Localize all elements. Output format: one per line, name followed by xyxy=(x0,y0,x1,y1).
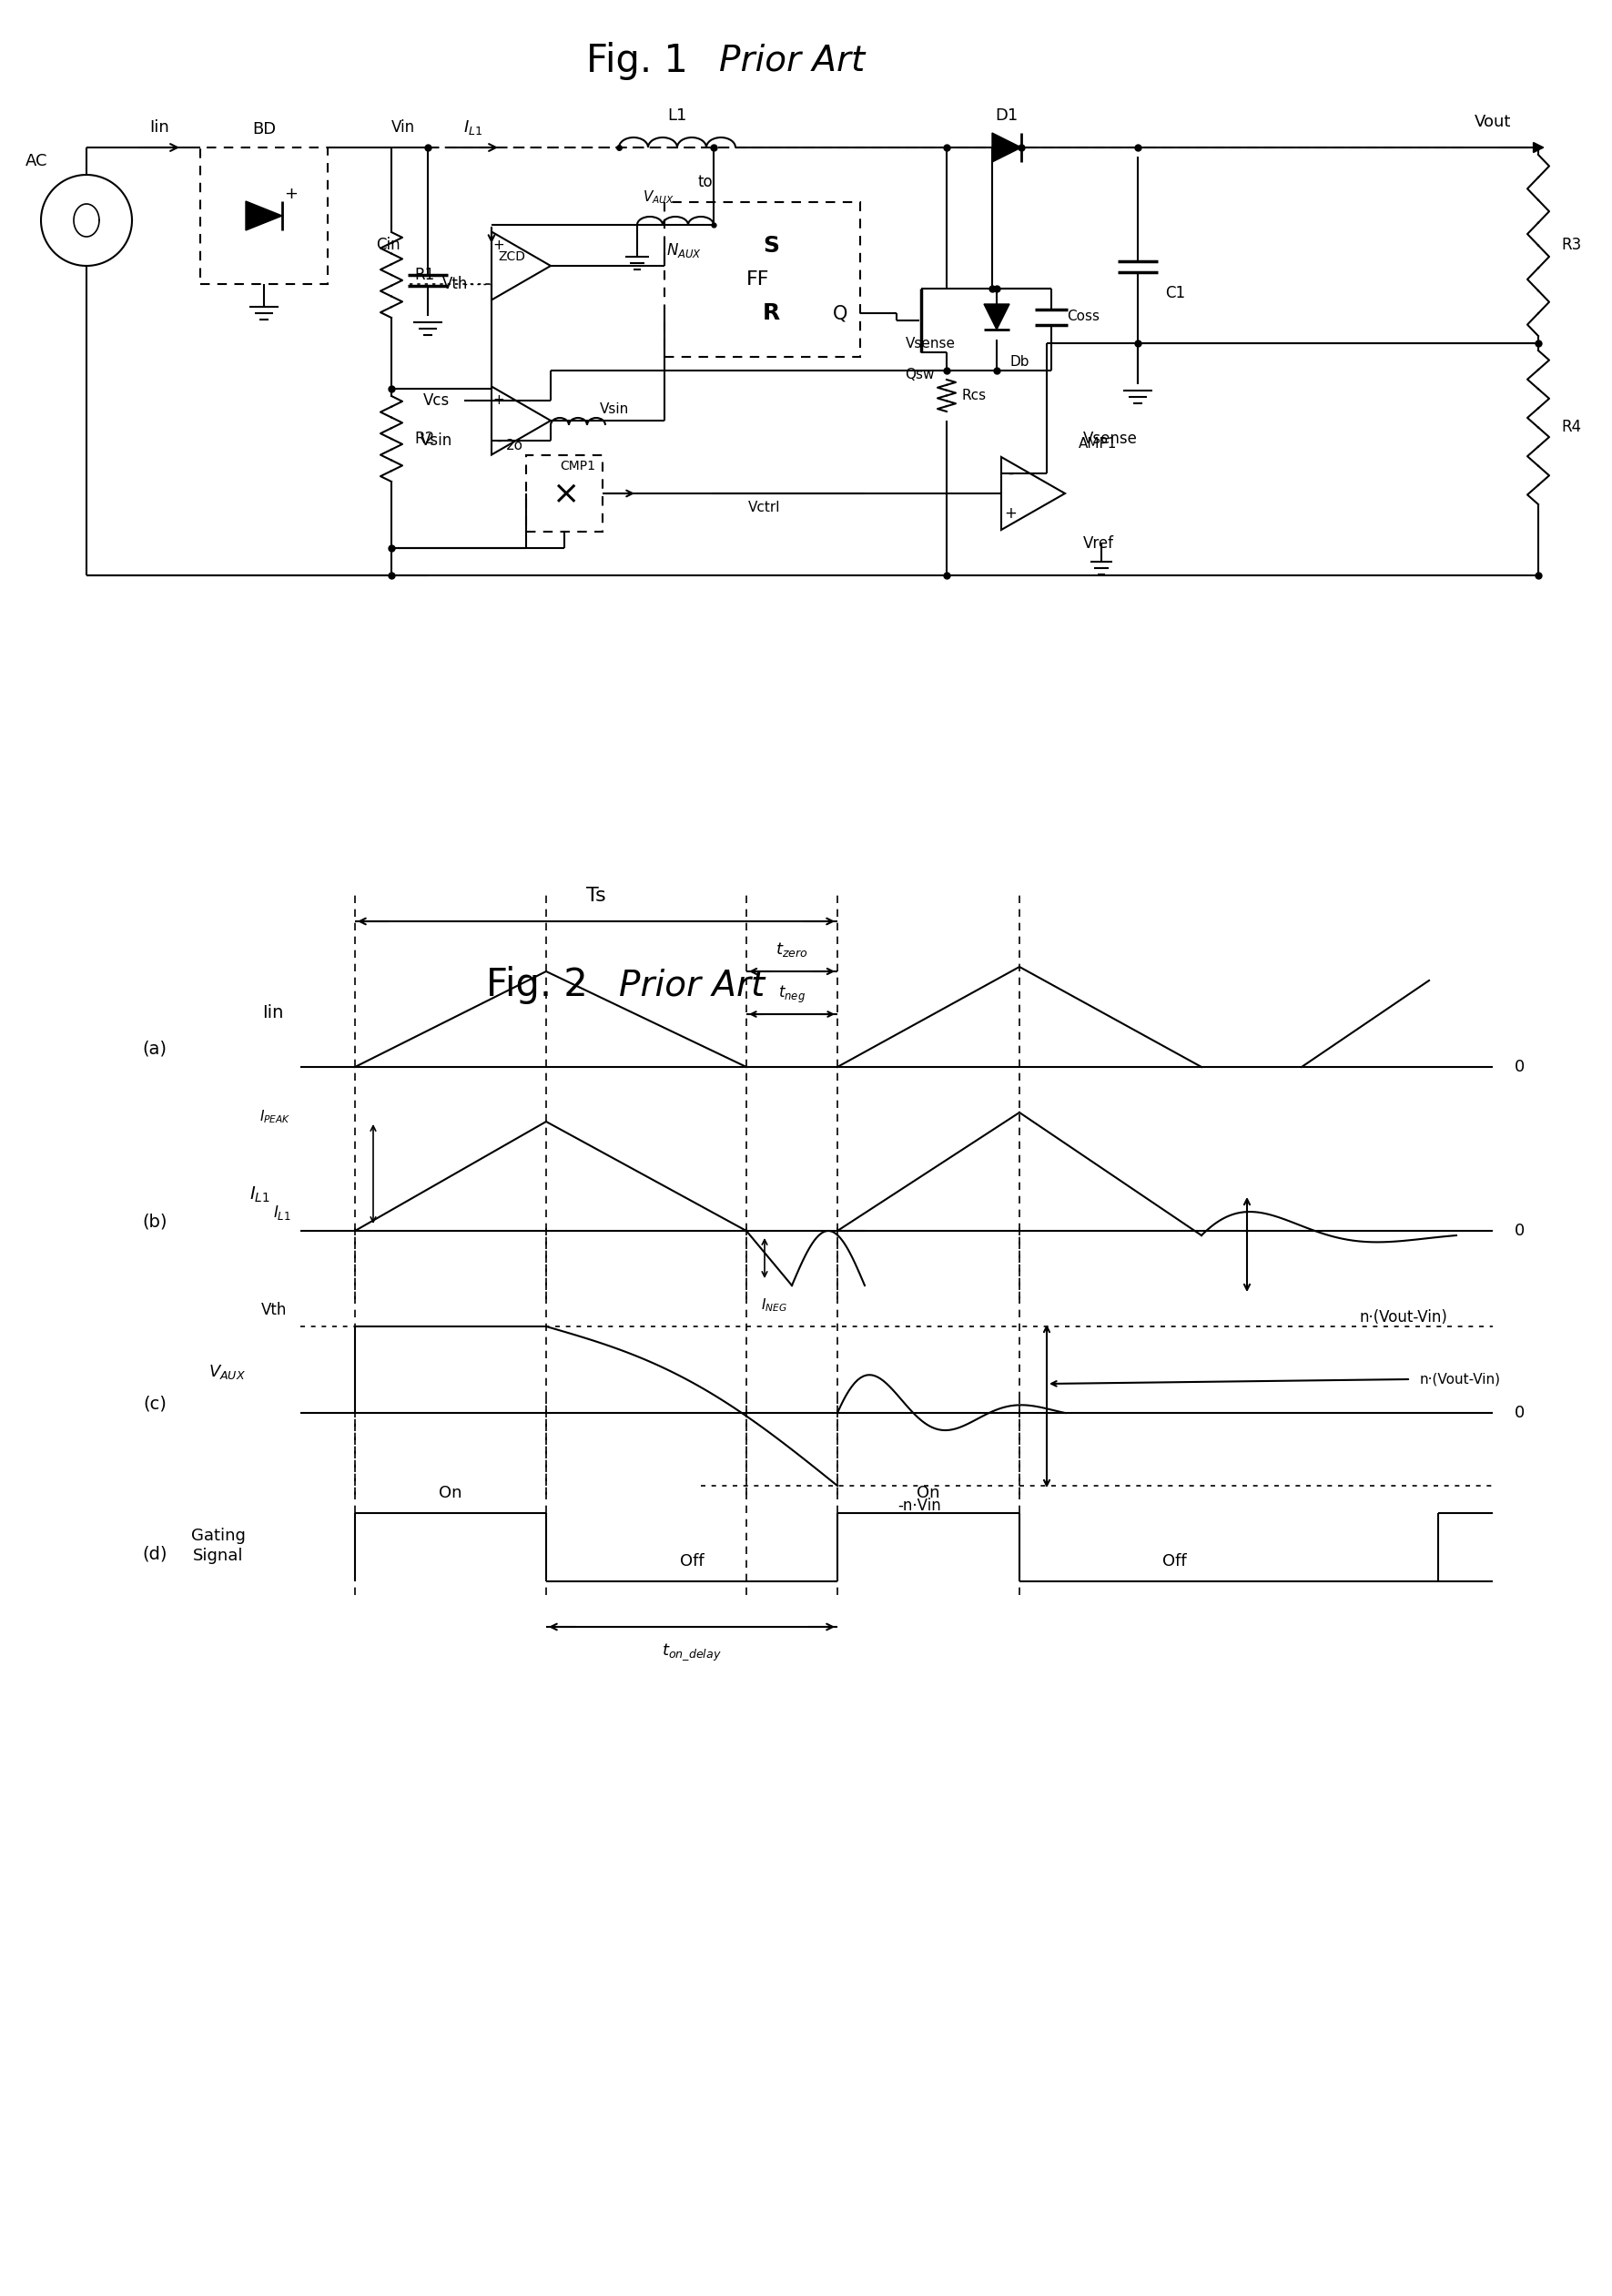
Bar xyxy=(526,455,603,533)
Text: 0: 0 xyxy=(1515,1224,1525,1240)
Text: (a): (a) xyxy=(142,1040,168,1058)
Text: CMP1: CMP1 xyxy=(559,459,595,473)
Text: (c): (c) xyxy=(143,1396,166,1412)
Text: $I_{L1}$: $I_{L1}$ xyxy=(274,1203,292,1221)
Text: $V_{AUX}$: $V_{AUX}$ xyxy=(643,188,675,207)
Text: L1: L1 xyxy=(667,108,687,124)
Text: Vsin: Vsin xyxy=(421,432,453,448)
Text: Vth: Vth xyxy=(442,276,467,292)
Text: Off: Off xyxy=(680,1552,704,1570)
Text: Ts: Ts xyxy=(587,886,606,905)
Text: $V_{AUX}$: $V_{AUX}$ xyxy=(208,1364,245,1382)
Text: R3: R3 xyxy=(1560,236,1581,253)
Text: Q: Q xyxy=(833,305,848,324)
Text: -n·Vin: -n·Vin xyxy=(898,1497,941,1513)
Text: -: - xyxy=(496,434,501,448)
Bar xyxy=(200,147,327,285)
Text: AMP1: AMP1 xyxy=(1078,436,1117,450)
Text: On: On xyxy=(917,1486,940,1502)
Text: +: + xyxy=(284,186,298,202)
Text: Db: Db xyxy=(1009,354,1028,367)
Text: Vout: Vout xyxy=(1475,115,1510,131)
Text: $\times$: $\times$ xyxy=(551,478,577,510)
Text: Cin: Cin xyxy=(376,236,400,253)
Text: D1: D1 xyxy=(995,108,1019,124)
Text: $t_{neg}$: $t_{neg}$ xyxy=(779,983,806,1006)
Text: Qsw: Qsw xyxy=(904,367,933,381)
Text: Fig. 1: Fig. 1 xyxy=(587,41,688,80)
Text: R4: R4 xyxy=(1560,420,1581,436)
Text: Off: Off xyxy=(1162,1552,1186,1570)
Text: +: + xyxy=(1004,505,1017,521)
Polygon shape xyxy=(983,303,1009,331)
Text: Rcs: Rcs xyxy=(962,388,987,402)
Text: R1: R1 xyxy=(414,266,434,282)
Text: (d): (d) xyxy=(142,1545,168,1564)
Text: Vsense: Vsense xyxy=(1083,432,1138,448)
Text: n·(Vout-Vin): n·(Vout-Vin) xyxy=(1420,1373,1501,1387)
Text: $I_{L1}$: $I_{L1}$ xyxy=(250,1185,269,1203)
Text: On: On xyxy=(438,1486,463,1502)
Text: $I_{PEAK}$: $I_{PEAK}$ xyxy=(260,1109,292,1125)
Text: Vsin: Vsin xyxy=(600,402,629,416)
Text: FF: FF xyxy=(746,271,769,289)
Text: AC: AC xyxy=(26,154,48,170)
Bar xyxy=(664,202,861,356)
Text: Vref: Vref xyxy=(1083,535,1114,551)
Text: to: to xyxy=(698,174,713,191)
Text: $I_{L1}$: $I_{L1}$ xyxy=(464,119,484,135)
Text: C1: C1 xyxy=(1165,285,1185,301)
Text: Gating: Gating xyxy=(192,1527,245,1543)
Text: R: R xyxy=(762,303,780,324)
Text: Vctrl: Vctrl xyxy=(748,501,780,514)
Text: Vsense: Vsense xyxy=(906,338,956,349)
Text: Vth: Vth xyxy=(261,1302,287,1318)
Text: R2: R2 xyxy=(414,432,434,448)
Polygon shape xyxy=(245,202,282,230)
Text: Prior Art: Prior Art xyxy=(619,967,764,1003)
Text: Prior Art: Prior Art xyxy=(719,44,864,78)
Text: +: + xyxy=(493,393,505,406)
Text: Iin: Iin xyxy=(263,1003,284,1022)
Text: Vin: Vin xyxy=(392,119,416,135)
Text: Fig. 2: Fig. 2 xyxy=(487,967,588,1003)
Text: BD: BD xyxy=(251,122,276,138)
Text: Signal: Signal xyxy=(193,1548,243,1564)
Text: 0: 0 xyxy=(1515,1058,1525,1075)
Text: -: - xyxy=(1008,466,1012,482)
Text: Vcs: Vcs xyxy=(424,393,450,409)
Text: n·(Vout-Vin): n·(Vout-Vin) xyxy=(1359,1309,1448,1325)
Text: $t_{on\_delay}$: $t_{on\_delay}$ xyxy=(663,1642,722,1662)
Text: 0: 0 xyxy=(1515,1405,1525,1421)
Text: +: + xyxy=(493,239,505,253)
Text: (b): (b) xyxy=(142,1212,168,1231)
Text: Iin: Iin xyxy=(150,119,169,135)
Text: 2o: 2o xyxy=(506,439,522,452)
Text: Coss: Coss xyxy=(1067,310,1099,324)
Text: S: S xyxy=(762,234,780,257)
Text: ZCD: ZCD xyxy=(498,250,526,264)
Text: $N_{AUX}$: $N_{AUX}$ xyxy=(667,241,703,259)
Text: $I_{NEG}$: $I_{NEG}$ xyxy=(761,1297,787,1313)
Polygon shape xyxy=(991,133,1022,163)
Text: $t_{zero}$: $t_{zero}$ xyxy=(775,941,808,960)
